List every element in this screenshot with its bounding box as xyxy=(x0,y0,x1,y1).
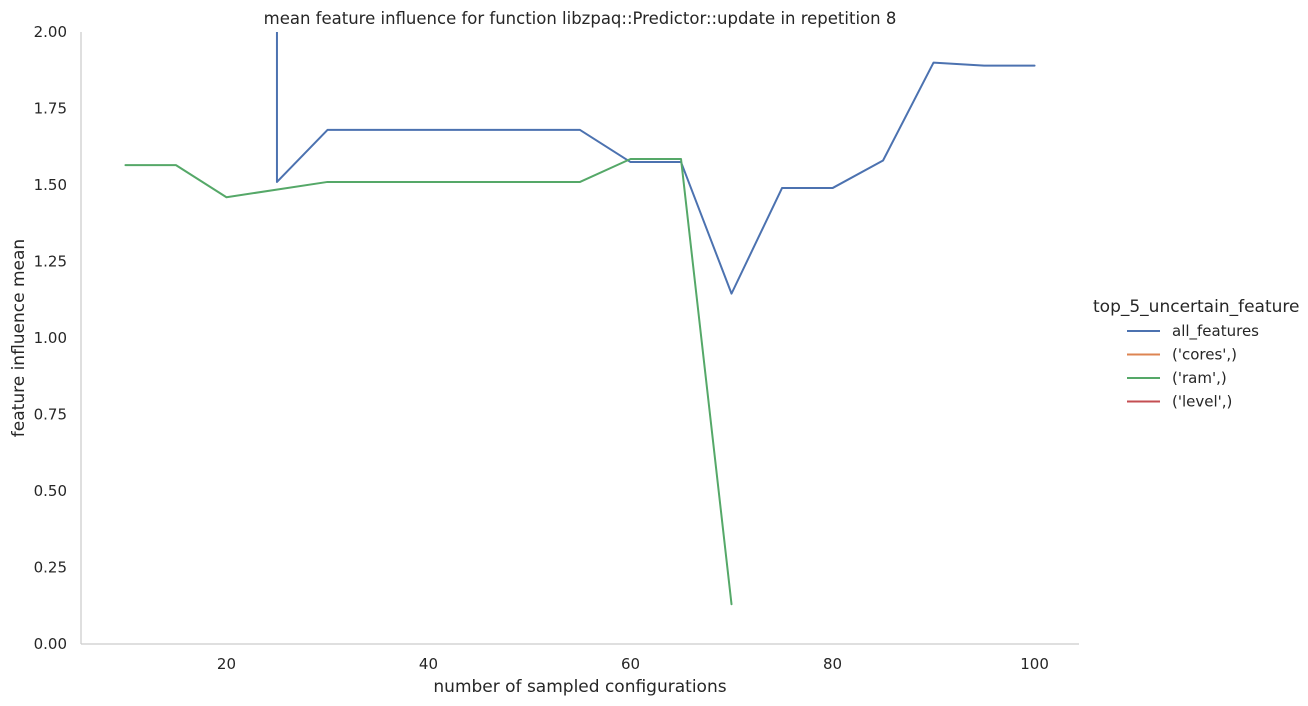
legend: top_5_uncertain_feature all_features ('co… xyxy=(1093,297,1299,411)
y-tick-label: 2.00 xyxy=(34,23,67,41)
series-line-0 xyxy=(275,32,1036,295)
y-tick-label: 0.75 xyxy=(34,406,67,424)
legend-label: all_features xyxy=(1172,322,1259,341)
y-tick-label: 0.50 xyxy=(34,482,67,500)
y-tick-label: 0.25 xyxy=(34,559,67,577)
y-axis-title: feature influence mean xyxy=(9,239,29,437)
x-axis-title: number of sampled configurations xyxy=(433,677,726,697)
x-tick-label: 60 xyxy=(621,655,640,673)
axes: 20 40 60 80 100 0.00 0.25 0.50 0.75 1.00 1.25 1.50 1… xyxy=(34,23,1079,673)
chart-title: mean feature influence for function libz… xyxy=(264,9,897,28)
legend-label: ('ram',) xyxy=(1172,369,1227,387)
legend-label: ('cores',) xyxy=(1172,346,1237,364)
series-line-2 xyxy=(124,157,733,606)
x-tick-label: 80 xyxy=(823,655,842,673)
x-tick-label: 20 xyxy=(217,655,236,673)
y-tick-label: 1.25 xyxy=(34,253,67,271)
x-tick-label: 40 xyxy=(419,655,438,673)
x-tick-label: 100 xyxy=(1020,655,1049,673)
y-tick-label: 1.00 xyxy=(34,329,67,347)
legend-label: ('level',) xyxy=(1172,393,1232,411)
y-tick-label: 1.50 xyxy=(34,176,67,194)
y-tick-label: 0.00 xyxy=(34,635,67,653)
legend-title: top_5_uncertain_feature xyxy=(1093,297,1299,317)
y-tick-label: 1.75 xyxy=(34,100,67,118)
plot-lines xyxy=(124,32,1036,606)
